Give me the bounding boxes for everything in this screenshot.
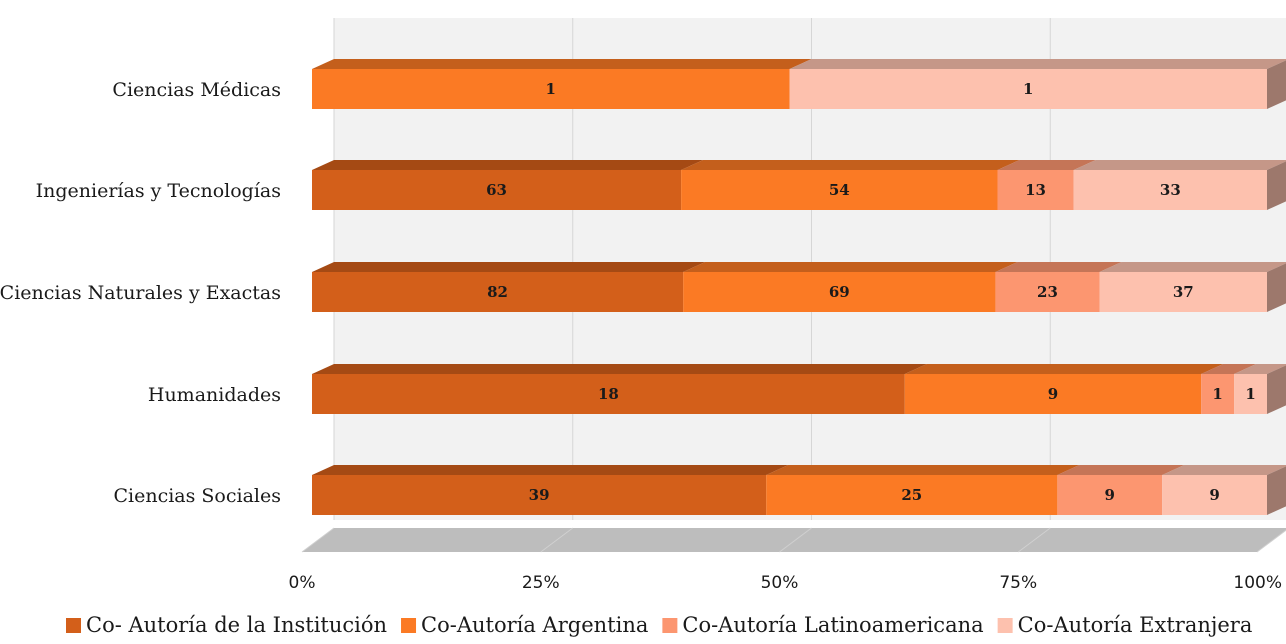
data-label: 63 [486,181,507,199]
bar-segment [312,69,790,109]
category-label: Ciencias Médicas [112,79,281,101]
data-label: 39 [529,486,550,504]
legend-label: Co- Autoría de la Institución [86,613,387,637]
bar-segment [312,170,682,210]
bar-top-face [789,59,1286,69]
data-label: 9 [1209,486,1219,504]
bar-top-face [312,465,789,475]
bar-segment [1099,272,1267,312]
legend-item: Co-Autoría Extranjera [997,613,1253,637]
legend-swatch [662,618,678,633]
data-label: 82 [487,283,508,301]
x-tick-label: 0% [289,573,316,593]
data-label: 23 [1037,283,1058,301]
category-label: Ingenierías y Tecnologías [36,180,281,202]
data-label: 69 [829,283,850,301]
bar-top-face [312,160,704,170]
x-tick-label: 100% [1233,573,1282,593]
data-label: 54 [829,181,850,199]
bar-top-face [1057,465,1185,475]
legend-swatch [66,618,81,633]
bar-segment [312,272,684,312]
bar-segment [904,374,1202,414]
bar-top-face [312,59,812,69]
bar-segment [683,272,996,312]
bar-top-face [1099,262,1286,272]
bar-segment [1073,170,1267,210]
bar-top-face [997,160,1096,170]
bar-group [312,160,1286,210]
floor-gridline [779,527,812,553]
bar-group [312,465,1286,515]
x-tick-label: 50% [761,573,799,593]
bar-side-face [1267,365,1286,414]
legend-label: Co-Autoría Argentina [421,613,648,637]
bar-top-face [1234,364,1286,374]
legend-swatch [997,618,1013,633]
category-label: Humanidades [148,384,281,406]
chart-floor [302,528,1286,552]
floor-gridline [540,527,574,553]
bar-top-face [681,160,1020,170]
bar-top-face [995,262,1122,272]
bar-side-face [1267,466,1286,515]
floor-gridline [1017,527,1051,553]
bar-segment [1162,475,1267,515]
bar-top-face [766,465,1080,475]
floor-gridline [1256,529,1286,553]
bar-top-face [312,364,927,374]
data-label: 25 [901,486,922,504]
legend-item: Co- Autoría de la Institución [66,613,387,637]
bar-side-face [1267,161,1286,210]
data-label: 1 [1023,80,1033,98]
legend-swatch [401,618,417,633]
bar-group [312,262,1286,312]
bar-segment [1234,374,1267,414]
bar-top-face [1162,465,1286,475]
bar-segment [681,170,998,210]
bar-segment [1201,374,1235,414]
legend-item: Co-Autoría Latinoamericana [662,613,984,637]
bar-segment [1057,475,1163,515]
bar-segment [312,374,905,414]
legend-label: Co-Autoría Latinoamericana [682,613,983,637]
data-label: 9 [1105,486,1115,504]
bar-top-face [904,364,1224,374]
x-tick-label: 75% [999,573,1037,593]
bar-top-face [1201,364,1257,374]
x-tick-label: 25% [522,573,560,593]
bar-top-face [683,262,1018,272]
category-label: Ciencias Naturales y Exactas [0,282,281,304]
bar-top-face [312,262,706,272]
legend-item: Co-Autoría Argentina [401,613,648,637]
category-label: Ciencias Sociales [113,485,281,507]
bar-side-face [1267,60,1286,109]
data-label: 9 [1048,385,1058,403]
bar-segment [766,475,1058,515]
data-label: 1 [546,80,556,98]
bar-segment [997,170,1074,210]
bar-top-face [1073,160,1286,170]
bar-side-face [1267,263,1286,312]
legend-label: Co-Autoría Extranjera [1018,613,1253,637]
data-label: 18 [598,385,619,403]
data-label: 13 [1025,181,1046,199]
data-label: 37 [1173,283,1194,301]
floor-gridline [301,527,335,553]
bar-group [312,364,1286,414]
bar-segment [995,272,1100,312]
data-label: 1 [1212,385,1222,403]
bar-segment [789,69,1267,109]
bar-group [312,59,1286,109]
data-label: 1 [1245,385,1255,403]
bar-segment [312,475,767,515]
data-label: 33 [1160,181,1181,199]
